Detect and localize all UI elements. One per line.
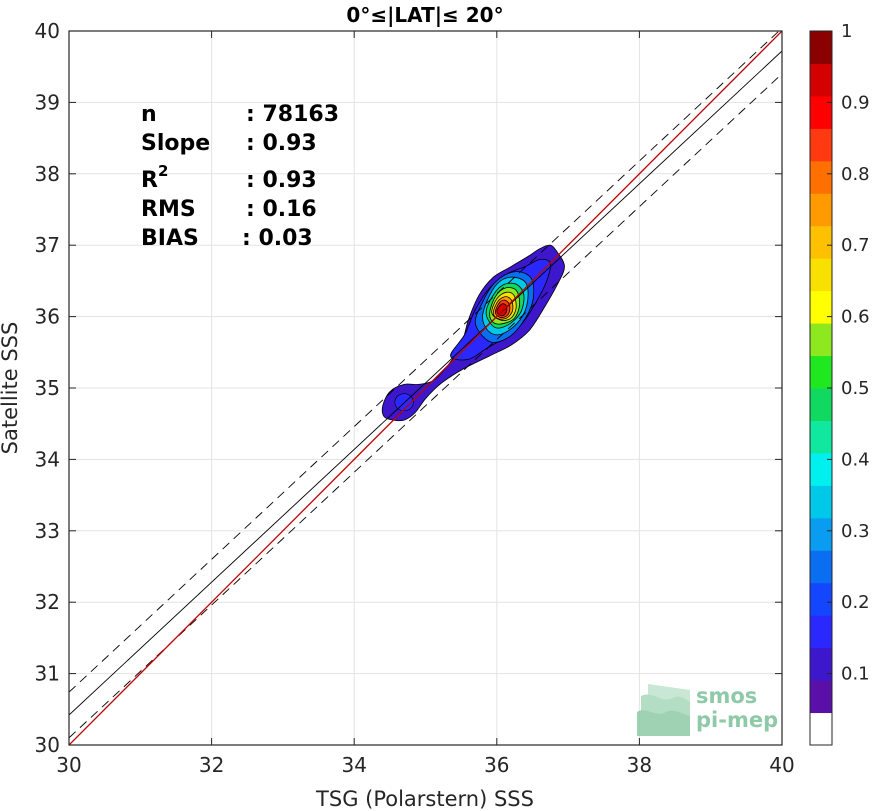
colorbar-swatch: [810, 615, 832, 649]
colorbar-tick-label: 0.9: [841, 92, 870, 113]
colorbar-tick-label: 0.4: [841, 449, 870, 470]
stat-slope-value: : 0.93: [246, 131, 317, 156]
x-tick-label: 30: [56, 753, 81, 777]
colorbar-tick-label: 0.2: [841, 592, 870, 613]
axis-ticks: [68, 30, 783, 746]
density-contours: [381, 244, 565, 422]
stat-rms-label: RMS: [141, 197, 196, 222]
grid: [68, 30, 783, 746]
colorbar-swatch: [810, 680, 832, 714]
stat-r2-base: R: [141, 168, 158, 193]
logo-wave-icon: [637, 684, 690, 736]
colorbar-swatch: [810, 225, 832, 259]
y-tick-label: 39: [35, 90, 60, 114]
x-tick-label: 40: [769, 753, 794, 777]
colorbar-swatch: [810, 517, 832, 551]
stat-r2-superscript: 2: [158, 162, 168, 180]
colorbar-swatch: [810, 95, 832, 129]
y-tick-label: 40: [35, 19, 60, 43]
chart-title: 0°≤|LAT|≤ 20°: [346, 3, 503, 27]
colorbar-tick-label: 0.7: [841, 235, 870, 256]
colorbar-swatch: [810, 388, 832, 421]
stat-r2-value: : 0.93: [246, 168, 317, 193]
stat-r2-label: R2: [141, 162, 168, 193]
y-tick-label: 30: [35, 733, 60, 757]
stat-bias-label: BIAS: [141, 226, 199, 251]
regression-lines: [69, 31, 782, 745]
fit-line: [69, 50, 782, 716]
colorbar-tick-label: 0.6: [841, 307, 870, 328]
logo-text-smos: smos: [696, 684, 757, 708]
colorbar-swatch: [810, 258, 832, 292]
colorbar-swatch: [810, 160, 832, 194]
contour-level-10: [496, 303, 508, 317]
colorbar-tick-label: 1: [841, 21, 852, 42]
x-tick-label: 32: [199, 753, 224, 777]
colorbar-swatch: [810, 290, 832, 324]
stat-rms-value: : 0.16: [246, 197, 317, 222]
x-tick-label: 36: [484, 753, 509, 777]
colorbar-ticks: 0.1 0.2 0.3 0.4 0.5 0.6 0.7 0.8 0.9 1: [827, 21, 870, 685]
y-tick-label: 37: [35, 233, 60, 257]
y-tick-label: 38: [35, 162, 60, 186]
colorbar-swatch: [810, 485, 832, 519]
colorbar-swatch: [810, 193, 832, 227]
colorbar-swatch: [810, 128, 832, 162]
logo-text-pimep: pi-mep: [696, 708, 778, 732]
y-axis-label: Satellite SSS: [0, 322, 22, 455]
y-tick-label: 34: [35, 447, 60, 471]
stat-n-label: n: [141, 102, 157, 127]
colorbar-swatch: [810, 31, 832, 64]
stat-slope-label: Slope: [141, 131, 210, 156]
fit-upper-dashed-line: [69, 31, 780, 693]
colorbar-tick-label: 0.5: [841, 378, 870, 399]
colorbar-swatch: [810, 63, 832, 97]
colorbar-tick-label: 0.1: [841, 664, 870, 685]
colorbar-swatch: [810, 323, 832, 357]
stat-bias-value: : 0.03: [242, 226, 313, 251]
colorbar-swatch: [810, 647, 832, 681]
colorbar-swatch: [810, 452, 832, 486]
x-tick-label: 34: [341, 753, 366, 777]
colorbar-tick-label: 0.8: [841, 164, 870, 185]
y-tick-label: 36: [35, 305, 60, 329]
colorbar-tick-label: 0.3: [841, 521, 870, 542]
colorbar-swatch: [810, 420, 832, 454]
y-tick-label: 33: [35, 519, 60, 543]
fit-lower-dashed-line: [69, 73, 782, 739]
smos-pimep-logo: smos pi-mep: [637, 684, 778, 736]
x-tick-label: 38: [627, 753, 652, 777]
colorbar-swatch: [810, 550, 832, 584]
x-axis-label: TSG (Polarstern) SSS: [315, 787, 534, 811]
y-tick-label: 32: [35, 590, 60, 614]
y-tick-label: 31: [35, 662, 60, 686]
colorbar: [810, 31, 832, 746]
colorbar-swatch: [810, 355, 832, 389]
y-tick-label: 35: [35, 376, 60, 400]
colorbar-swatch: [810, 582, 832, 616]
identity-line: [69, 31, 782, 745]
stat-n-value: : 78163: [246, 102, 339, 127]
stats-box: n : 78163 Slope : 0.93 R2 : 0.93 RMS : 0…: [141, 102, 339, 251]
colorbar-swatch: [810, 712, 832, 746]
tick-labels: 30 32 34 36 38 40 30 31 32 33 34 35 36 37 38 39 40: [35, 19, 795, 777]
